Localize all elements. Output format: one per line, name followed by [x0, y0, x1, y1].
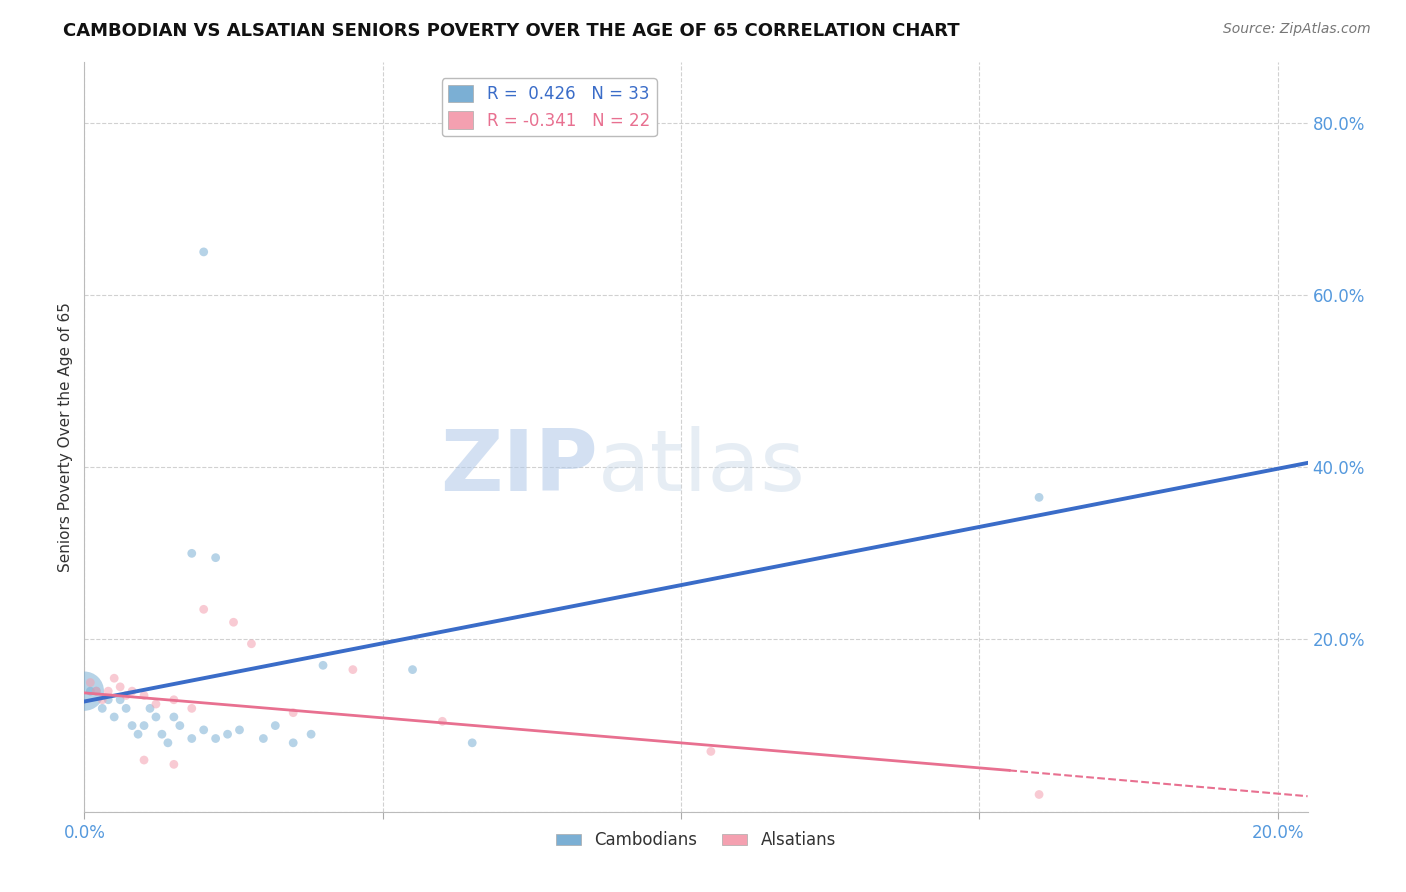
Point [115, 701, 138, 715]
Point [115, 689, 138, 703]
Point [252, 731, 274, 746]
Point [132, 689, 155, 703]
Point [132, 753, 155, 767]
Point [299, 727, 322, 741]
Point [79, 684, 101, 698]
Point [193, 244, 215, 259]
Point [283, 706, 305, 720]
Point [139, 701, 162, 715]
Point [1028, 491, 1050, 505]
Point [84, 684, 107, 698]
Point [240, 637, 263, 651]
Point [127, 727, 149, 741]
Point [91, 701, 114, 715]
Point [1028, 788, 1050, 802]
Text: CAMBODIAN VS ALSATIAN SENIORS POVERTY OVER THE AGE OF 65 CORRELATION CHART: CAMBODIAN VS ALSATIAN SENIORS POVERTY OV… [63, 22, 960, 40]
Point [461, 736, 484, 750]
Point [180, 701, 202, 715]
Text: ZIP: ZIP [440, 425, 598, 508]
Point [180, 731, 202, 746]
Point [97, 684, 120, 698]
Point [163, 710, 186, 724]
Point [156, 736, 179, 750]
Point [264, 718, 287, 732]
Point [204, 550, 226, 565]
Point [204, 731, 226, 746]
Point [312, 658, 335, 673]
Point [283, 736, 305, 750]
Point [91, 692, 114, 706]
Point [163, 692, 186, 706]
Point [228, 723, 250, 737]
Point [84, 684, 107, 698]
Y-axis label: Seniors Poverty Over the Age of 65: Seniors Poverty Over the Age of 65 [58, 302, 73, 572]
Point [401, 663, 423, 677]
Point [193, 602, 215, 616]
Point [132, 718, 155, 732]
Point [108, 680, 131, 694]
Point [121, 684, 143, 698]
Point [432, 714, 454, 729]
Point [79, 675, 101, 690]
Point [169, 718, 191, 732]
Legend: Cambodians, Alsatians: Cambodians, Alsatians [550, 824, 842, 855]
Point [163, 757, 186, 772]
Point [700, 744, 723, 758]
Point [108, 692, 131, 706]
Point [217, 727, 239, 741]
Text: atlas: atlas [598, 425, 806, 508]
Point [145, 697, 167, 711]
Point [180, 546, 202, 560]
Point [342, 663, 364, 677]
Point [145, 710, 167, 724]
Text: Source: ZipAtlas.com: Source: ZipAtlas.com [1223, 22, 1371, 37]
Point [222, 615, 245, 630]
Point [73, 684, 96, 698]
Point [150, 727, 173, 741]
Point [121, 718, 143, 732]
Point [103, 671, 125, 685]
Point [193, 723, 215, 737]
Point [103, 710, 125, 724]
Point [97, 692, 120, 706]
